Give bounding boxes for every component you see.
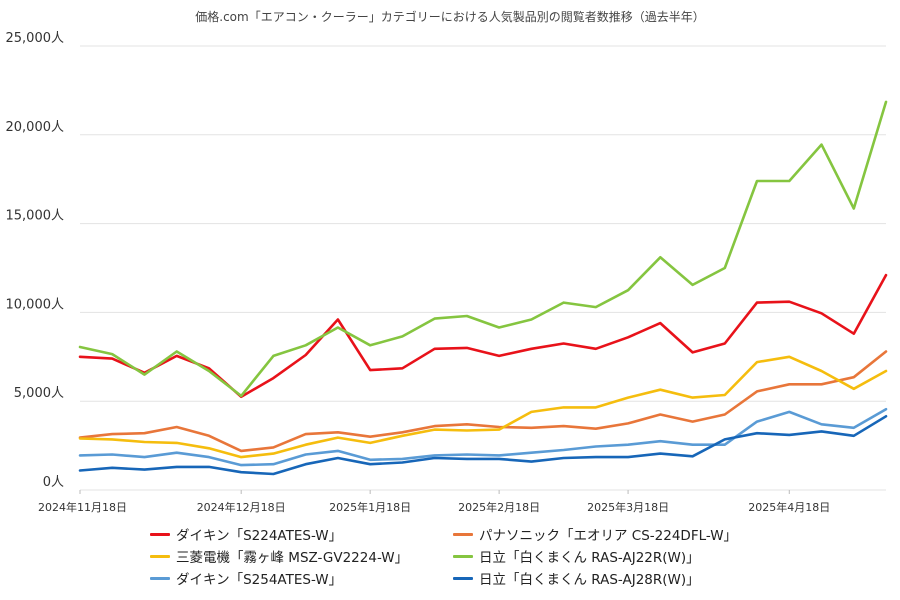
series-line-3 bbox=[78, 355, 888, 459]
chart-title: 価格.com「エアコン・クーラー」カテゴリーにおける人気製品別の閲覧者数推移（過… bbox=[195, 10, 705, 24]
legend-swatch bbox=[453, 576, 473, 580]
y-tick-label: 25,000人 bbox=[6, 31, 65, 46]
legend-item[interactable]: 日立「白くまくん RAS-AJ22R(W)」 bbox=[453, 545, 700, 567]
legend-swatch bbox=[150, 532, 170, 536]
legend-swatch bbox=[150, 576, 170, 580]
x-tick-label: 2025年2月18日 bbox=[458, 500, 540, 514]
x-tick-label: 2025年1月18日 bbox=[329, 500, 411, 514]
legend-label: パナソニック「エオリア CS-224DFL-W」 bbox=[479, 528, 738, 544]
x-tick-label: 2025年4月18日 bbox=[748, 500, 830, 514]
y-axis-ticks: 0人 5,000人 10,000人 15,000人 20,000人 25,000人 bbox=[6, 31, 65, 490]
legend-item[interactable]: ダイキン「S254ATES-W」 bbox=[150, 567, 342, 589]
legend-label: ダイキン「S224ATES-W」 bbox=[176, 528, 343, 544]
series-line-1 bbox=[78, 273, 888, 399]
series-line-2 bbox=[78, 350, 888, 453]
legend-item[interactable]: ダイキン「S224ATES-W」 bbox=[150, 523, 342, 545]
series-line-5 bbox=[78, 407, 888, 467]
legend-label: 日立「白くまくん RAS-AJ22R(W)」 bbox=[479, 550, 700, 566]
x-tick-label: 2024年12月18日 bbox=[197, 500, 286, 514]
y-tick-label: 15,000人 bbox=[6, 209, 65, 224]
legend-item[interactable]: 三菱電機「霧ヶ峰 MSZ-GV2224-W」 bbox=[150, 545, 408, 567]
legend-swatch bbox=[453, 532, 473, 536]
x-tick-label: 2024年11月18日 bbox=[38, 500, 127, 514]
legend-label: 三菱電機「霧ヶ峰 MSZ-GV2224-W」 bbox=[176, 550, 409, 566]
legend-swatch bbox=[150, 554, 170, 558]
y-tick-label: 5,000人 bbox=[14, 386, 64, 401]
grid-layer bbox=[80, 45, 886, 491]
y-tick-label: 0人 bbox=[43, 475, 64, 490]
line-chart: 0人 5,000人 10,000人 15,000人 20,000人 25,000人 202… bbox=[6, 31, 888, 514]
legend-swatch bbox=[453, 554, 473, 558]
series-layer bbox=[78, 100, 888, 476]
legend-label: ダイキン「S254ATES-W」 bbox=[176, 572, 343, 588]
x-axis-ticks: 2024年11月18日 2024年12月18日 2025年1月18日 2025年2月1… bbox=[38, 490, 830, 514]
legend-label: 日立「白くまくん RAS-AJ28R(W)」 bbox=[479, 572, 700, 588]
series-line-4 bbox=[78, 100, 888, 398]
x-tick-label: 2025年3月18日 bbox=[587, 500, 669, 514]
y-tick-label: 10,000人 bbox=[6, 297, 65, 312]
y-tick-label: 20,000人 bbox=[6, 120, 65, 135]
legend-item[interactable]: パナソニック「エオリア CS-224DFL-W」 bbox=[453, 523, 737, 545]
legend-item[interactable]: 日立「白くまくん RAS-AJ28R(W)」 bbox=[453, 567, 700, 589]
series-line-6 bbox=[78, 414, 888, 476]
